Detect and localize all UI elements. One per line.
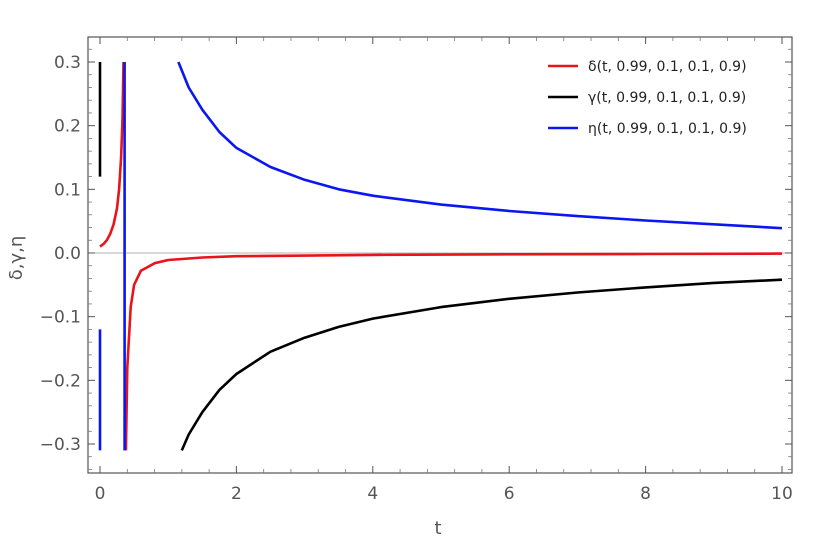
x-axis-title: t [434,518,441,539]
y-tick-label: −0.1 [40,308,81,328]
gamma-legend-label: γ(t, 0.99, 0.1, 0.1, 0.9) [588,90,746,106]
ticks-group: 0 2 4 6 8 10 −0.3 −0.2 −0.1 0.0 0.1 0.2 0.3 [40,37,793,504]
x-tick-label: 4 [367,484,378,504]
gamma-series-line [180,278,783,451]
delta-series-line [124,252,783,451]
series-group [98,61,783,451]
x-tick-label: 10 [771,484,793,504]
y-tick-label: 0.2 [54,117,81,137]
eta-legend-label: η(t, 0.99, 0.1, 0.1, 0.9) [588,121,747,137]
x-tick-label: 2 [231,484,242,504]
y-tick-label: −0.2 [40,371,81,391]
y-tick-label: −0.3 [40,435,81,455]
y-tick-label: 0.1 [54,180,81,200]
x-tick-label: 0 [95,484,106,504]
delta-legend-label: δ(t, 0.99, 0.1, 0.1, 0.9) [588,59,747,75]
x-tick-label: 6 [504,484,515,504]
y-axis-title: δ,γ,η [6,236,27,281]
eta-series-line [177,61,783,230]
delta-series-line [99,61,125,248]
x-tick-label: 8 [640,484,651,504]
legend: δ(t, 0.99, 0.1, 0.1, 0.9) γ(t, 0.99, 0.1,… [548,59,747,137]
y-tick-label: 0.0 [54,244,81,264]
y-tick-label: 0.3 [54,53,81,73]
plot-frame [87,36,793,474]
